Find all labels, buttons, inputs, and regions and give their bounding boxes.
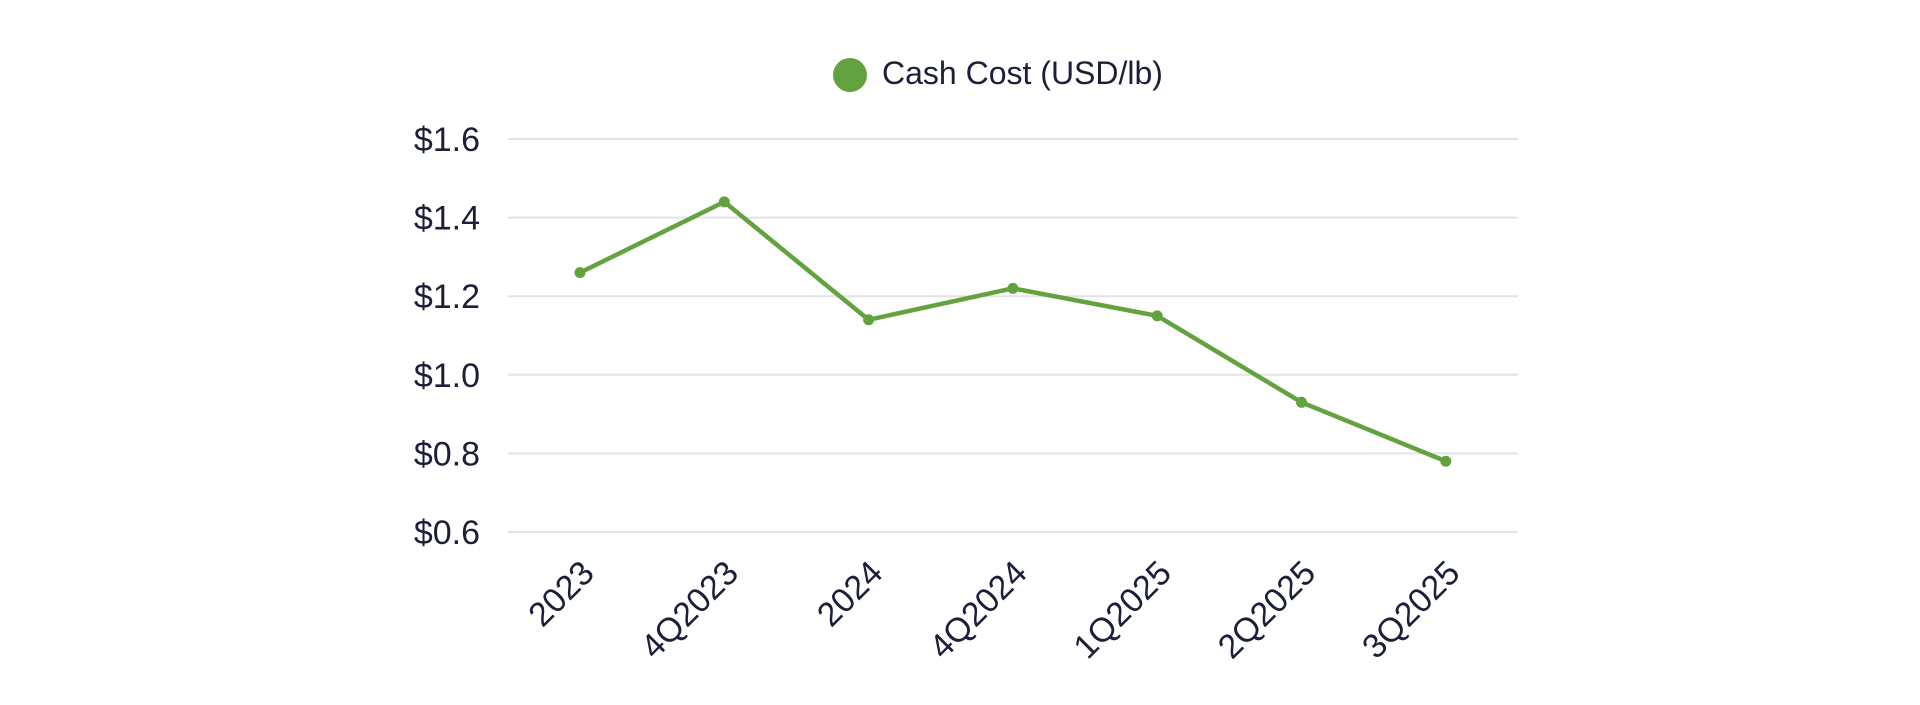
y-tick-label: $1.4 [414, 200, 480, 238]
x-tick-label: 2Q2025 [1211, 554, 1323, 666]
y-axis-ticks: $0.6 $0.8 $1.0 $1.2 $1.4 $1.6 [414, 121, 480, 552]
data-point [574, 267, 586, 279]
x-tick-label: 4Q2024 [922, 554, 1034, 666]
y-tick-label: $0.8 [414, 435, 480, 473]
data-point [1007, 282, 1019, 294]
y-tick-label: $0.6 [414, 514, 480, 552]
data-point [863, 314, 875, 326]
data-point [1296, 396, 1307, 408]
legend: Cash Cost (USD/lb) [833, 55, 1163, 92]
series-layer [574, 196, 1452, 467]
x-tick-label: 1Q2025 [1066, 554, 1178, 666]
y-tick-label: $1.2 [414, 278, 480, 316]
grid-layer [508, 138, 1518, 533]
x-tick-label: 2023 [521, 554, 601, 634]
legend-marker [833, 58, 867, 92]
x-tick-label: 2024 [810, 554, 890, 634]
series-line [577, 199, 1449, 464]
x-tick-label: 3Q2025 [1355, 554, 1467, 666]
data-point [718, 196, 730, 208]
data-point [1440, 455, 1452, 467]
legend-label: Cash Cost (USD/lb) [882, 55, 1163, 91]
x-tick-label: 4Q2023 [634, 554, 746, 666]
x-axis-ticks: 2023 4Q2023 2024 4Q2024 1Q2025 2Q2025 3Q2025 [521, 554, 1467, 666]
y-tick-label: $1.6 [414, 121, 480, 159]
y-tick-label: $1.0 [414, 357, 480, 395]
data-point [1151, 310, 1163, 322]
